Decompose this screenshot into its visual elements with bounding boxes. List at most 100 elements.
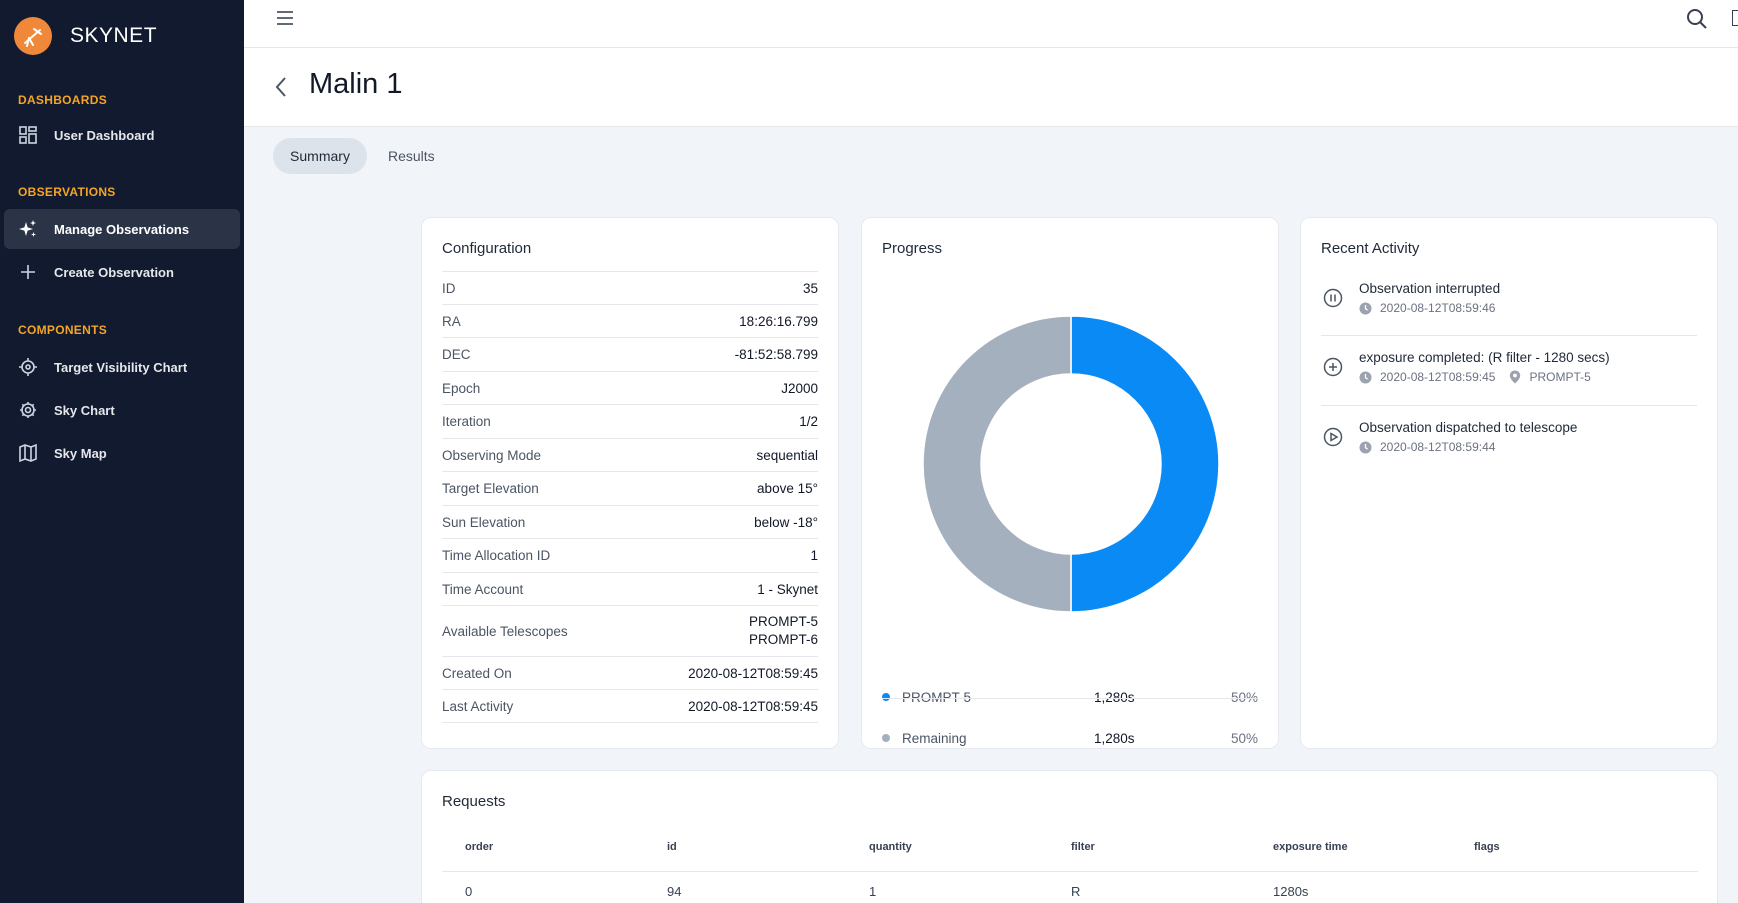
skynet-logo bbox=[14, 17, 52, 55]
column-header-quantity[interactable]: quantity bbox=[869, 841, 912, 853]
progress-card: Progress PROMPT-5 1,280s 50% Remaining 1… bbox=[861, 217, 1279, 749]
config-row-created-on: Created On 2020-08-12T08:59:45 bbox=[442, 656, 818, 689]
table-header-divider bbox=[442, 871, 1698, 872]
config-value: J2000 bbox=[781, 380, 818, 396]
config-value: below -18° bbox=[754, 514, 818, 530]
profile-menu-edge[interactable] bbox=[1732, 10, 1738, 26]
legend-label: PROMPT-5 bbox=[902, 689, 972, 705]
activity-time: 2020-08-12T08:59:45 bbox=[1380, 370, 1496, 384]
config-value: 1 - Skynet bbox=[757, 581, 818, 597]
menu-icon[interactable] bbox=[275, 10, 295, 26]
location-pin-icon bbox=[1510, 370, 1521, 384]
activity-item: Observation interrupted 2020-08-12T08:59… bbox=[1321, 281, 1697, 315]
sidebar-item-manage-observations[interactable]: Manage Observations bbox=[4, 209, 240, 249]
column-header-flags[interactable]: flags bbox=[1474, 841, 1500, 853]
donut-segment-prompt-5[interactable] bbox=[1070, 315, 1220, 613]
tab-summary[interactable]: Summary bbox=[273, 138, 367, 174]
configuration-table: ID 35 RA 18:26:16.799 DEC -81:52:58.799 Epo… bbox=[442, 271, 818, 723]
config-value: 18:26:16.799 bbox=[739, 313, 818, 329]
sparkles-icon bbox=[19, 220, 36, 237]
config-key: Observing Mode bbox=[442, 447, 542, 463]
telescope-name: PROMPT-5 bbox=[748, 614, 818, 629]
column-header-filter[interactable]: filter bbox=[1071, 841, 1095, 853]
legend-percent: 50% bbox=[1230, 730, 1258, 746]
config-value: 1 bbox=[810, 548, 818, 563]
activity-title: Observation dispatched to telescope bbox=[1359, 420, 1578, 435]
config-value: PROMPT-5 PROMPT-6 bbox=[749, 613, 818, 649]
back-arrow-icon[interactable] bbox=[274, 76, 288, 98]
activity-meta: 2020-08-12T08:59:45 PROMPT-5 bbox=[1359, 370, 1697, 384]
sidebar-item-create-observation[interactable]: Create Observation bbox=[4, 252, 240, 292]
dashboard-icon bbox=[19, 126, 37, 144]
config-row-sun-elevation: Sun Elevation below -18° bbox=[442, 505, 818, 538]
config-value: 35 bbox=[802, 280, 818, 296]
configuration-card: Configuration ID 35 RA 18:26:16.799 DEC -81… bbox=[421, 217, 839, 749]
config-row-dec: DEC -81:52:58.799 bbox=[442, 337, 818, 371]
legend-divider bbox=[882, 698, 1258, 699]
activity-item: exposure completed: (R filter - 1280 sec… bbox=[1321, 350, 1697, 384]
sidebar-item-label: Sky Chart bbox=[54, 402, 115, 418]
config-key: ID bbox=[442, 280, 456, 296]
brand[interactable]: SKYNET bbox=[0, 0, 244, 72]
config-row-observing-mode: Observing Mode sequential bbox=[442, 438, 818, 471]
activity-meta: 2020-08-12T08:59:46 bbox=[1359, 301, 1697, 315]
config-row-target-elevation: Target Elevation above 15° bbox=[442, 471, 818, 505]
legend-time: 1,280s bbox=[1094, 730, 1135, 746]
config-key: Target Elevation bbox=[442, 481, 539, 496]
column-header-exposure-time[interactable]: exposure time bbox=[1273, 841, 1348, 853]
config-row-last-activity: Last Activity 2020-08-12T08:59:45 bbox=[442, 689, 818, 723]
sidebar-item-label: Sky Map bbox=[54, 445, 107, 461]
legend-dot bbox=[882, 693, 890, 701]
legend-dot bbox=[882, 734, 890, 742]
sidebar-item-user-dashboard[interactable]: User Dashboard bbox=[4, 115, 240, 155]
tab-results[interactable]: Results bbox=[388, 148, 435, 164]
sidebar-item-target-visibility-chart[interactable]: Target Visibility Chart bbox=[4, 347, 240, 387]
config-key: Sun Elevation bbox=[442, 514, 526, 530]
brand-name: SKYNET bbox=[70, 24, 158, 47]
config-row-iteration: Iteration 1/2 bbox=[442, 404, 818, 438]
progress-title: Progress bbox=[882, 240, 943, 257]
config-row-time-allocation-id: Time Allocation ID 1 bbox=[442, 538, 818, 572]
search-icon[interactable] bbox=[1686, 8, 1708, 30]
recent-activity-title: Recent Activity bbox=[1321, 240, 1420, 257]
config-row-available-telescopes: Available Telescopes PROMPT-5 PROMPT-6 bbox=[442, 605, 818, 656]
config-value: 2020-08-12T08:59:45 bbox=[688, 665, 818, 681]
activity-title: Observation interrupted bbox=[1359, 281, 1501, 296]
section-title-dashboards: DASHBOARDS bbox=[18, 93, 108, 107]
column-header-order[interactable]: order bbox=[465, 841, 494, 853]
clock-icon bbox=[1359, 441, 1372, 453]
config-value: 2020-08-12T08:59:45 bbox=[688, 698, 818, 714]
sidebar-item-label: Target Visibility Chart bbox=[54, 359, 188, 375]
page-title: Malin 1 bbox=[309, 68, 403, 100]
plus-icon bbox=[21, 265, 35, 279]
page-header: Malin 1 bbox=[244, 48, 1738, 127]
config-row-id: ID 35 bbox=[442, 271, 818, 304]
table-cell-id: 94 bbox=[667, 884, 682, 899]
config-key: Time Allocation ID bbox=[442, 548, 551, 563]
activity-divider bbox=[1321, 335, 1697, 336]
sidebar-item-sky-map[interactable]: Sky Map bbox=[4, 433, 240, 473]
config-key: RA bbox=[442, 313, 461, 329]
legend-row-prompt-5: PROMPT-5 1,280s 50% bbox=[882, 677, 1258, 717]
config-key: Time Account bbox=[442, 581, 524, 597]
config-key: DEC bbox=[442, 347, 471, 362]
progress-donut-chart bbox=[922, 315, 1220, 613]
pause-circle-icon bbox=[1323, 288, 1343, 308]
legend-time: 1,280s bbox=[1094, 689, 1135, 705]
donut-segment-remaining[interactable] bbox=[922, 315, 1072, 613]
config-row-epoch: Epoch J2000 bbox=[442, 371, 818, 404]
configuration-title: Configuration bbox=[442, 240, 532, 257]
activity-meta: 2020-08-12T08:59:44 bbox=[1359, 440, 1697, 454]
section-title-components: COMPONENTS bbox=[18, 323, 108, 337]
sidebar-item-sky-chart[interactable]: Sky Chart bbox=[4, 390, 240, 430]
sidebar-item-label: Create Observation bbox=[54, 264, 174, 280]
top-bar bbox=[244, 0, 1738, 48]
legend-percent: 50% bbox=[1230, 689, 1258, 705]
activity-time: 2020-08-12T08:59:44 bbox=[1380, 440, 1496, 454]
config-key: Epoch bbox=[442, 380, 481, 396]
column-header-id[interactable]: id bbox=[667, 841, 677, 853]
table-cell-order: 0 bbox=[465, 884, 473, 899]
plus-circle-icon bbox=[1323, 357, 1343, 377]
sidebar-item-label: User Dashboard bbox=[54, 127, 155, 143]
config-key: Iteration bbox=[442, 414, 491, 429]
